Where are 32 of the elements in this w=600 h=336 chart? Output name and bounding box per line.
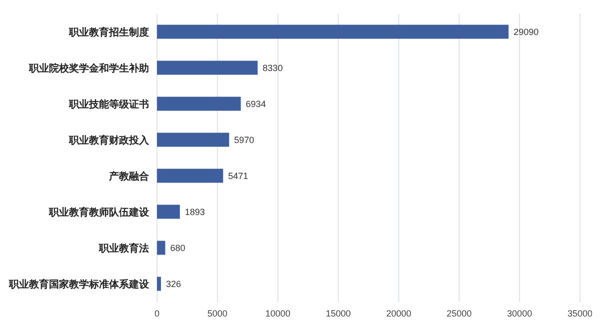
bar [157, 168, 224, 183]
data-label: 5471 [228, 170, 248, 181]
bar [157, 60, 258, 75]
y-tick-label: 职业教育法 [98, 242, 149, 255]
x-tick-label: 30000 [507, 308, 532, 318]
x-tick-label: 25000 [446, 308, 472, 318]
x-tick-label: 10000 [265, 308, 290, 318]
data-label: 326 [166, 278, 181, 289]
x-tick-label: 0 [154, 308, 160, 318]
x-tick-label: 5000 [207, 308, 228, 318]
bar [157, 96, 241, 111]
data-label: 680 [170, 242, 186, 253]
y-tick-label: 产教融合 [108, 170, 150, 183]
bar [157, 276, 161, 291]
y-tick-label: 职业教育财政投入 [68, 134, 150, 147]
data-label: 6934 [246, 98, 266, 109]
y-tick-label: 职业教育招生制度 [68, 26, 149, 39]
data-label: 1893 [184, 206, 205, 217]
x-tick-label: 15000 [326, 308, 351, 318]
x-tick-label: 35000 [567, 308, 593, 318]
y-tick-label: 职业技能等级证书 [68, 98, 149, 111]
bar [157, 24, 509, 39]
bar [157, 204, 180, 219]
y-tick-label: 职业教育国家教学标准体系建设 [8, 278, 150, 291]
data-label: 5970 [234, 134, 254, 145]
data-label: 29090 [514, 26, 539, 37]
x-tick-label: 20000 [386, 308, 412, 318]
y-tick-label: 职业院校奖学金和学生补助 [28, 62, 149, 75]
bar [157, 132, 230, 147]
y-tick-label: 职业教育教师队伍建设 [48, 206, 150, 219]
data-label: 8330 [262, 62, 283, 73]
bar [157, 240, 166, 255]
